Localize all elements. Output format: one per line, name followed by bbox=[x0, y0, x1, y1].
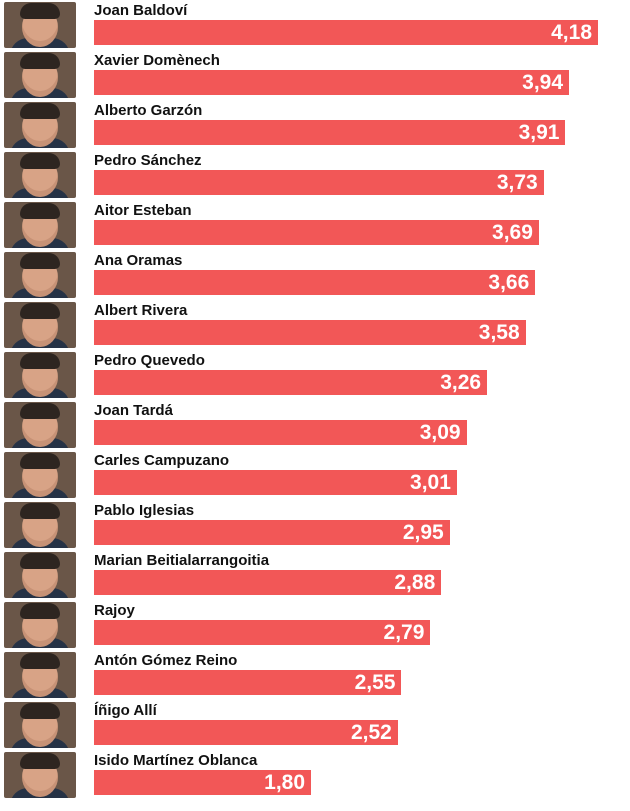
politician-avatar bbox=[4, 752, 76, 798]
value-label: 1,80 bbox=[264, 771, 306, 794]
category-label: Pedro Sánchez bbox=[94, 152, 202, 169]
value-label: 2,79 bbox=[383, 621, 425, 644]
avatar-hair bbox=[20, 453, 60, 469]
category-label: Joan Baldoví bbox=[94, 2, 188, 19]
category-label: Isido Martínez Oblanca bbox=[94, 752, 258, 769]
chart-row: Pablo Iglesias 2,95 bbox=[0, 500, 630, 550]
politician-avatar bbox=[4, 352, 76, 398]
bar: 3,09 bbox=[94, 420, 467, 445]
category-label: Aitor Esteban bbox=[94, 202, 192, 219]
value-label: 3,73 bbox=[496, 171, 538, 194]
politician-avatar bbox=[4, 302, 76, 348]
chart-row: Pedro Quevedo 3,26 bbox=[0, 350, 630, 400]
bar: 3,91 bbox=[94, 120, 566, 145]
chart-row: Antón Gómez Reino 2,55 bbox=[0, 650, 630, 700]
avatar-hair bbox=[20, 253, 60, 269]
category-label: Albert Rivera bbox=[94, 302, 188, 319]
politician-avatar bbox=[4, 652, 76, 698]
value-label: 3,69 bbox=[492, 221, 533, 244]
politician-avatar bbox=[4, 502, 76, 548]
politician-avatar bbox=[4, 152, 76, 198]
avatar-hair bbox=[20, 53, 60, 69]
chart-row: Íñigo Allí 2,52 bbox=[0, 700, 630, 750]
chart-row: Pedro Sánchez 3,73 bbox=[0, 150, 630, 200]
bar: 2,88 bbox=[94, 570, 442, 595]
category-label: Ana Oramas bbox=[94, 252, 183, 269]
category-label: Antón Gómez Reino bbox=[94, 652, 238, 669]
avatar-hair bbox=[20, 603, 60, 619]
category-label: Joan Tardá bbox=[94, 402, 173, 419]
avatar-hair bbox=[20, 353, 60, 369]
category-label: Alberto Garzón bbox=[94, 102, 203, 119]
category-label: Carles Campuzano bbox=[94, 452, 230, 469]
chart-row: Ana Oramas 3,66 bbox=[0, 250, 630, 300]
avatar-hair bbox=[20, 153, 60, 169]
bar: 4,18 bbox=[94, 20, 598, 45]
politician-avatar bbox=[4, 102, 76, 148]
avatar-hair bbox=[20, 653, 60, 669]
avatar-hair bbox=[20, 3, 60, 19]
category-label: Pedro Quevedo bbox=[94, 352, 205, 369]
politician-avatar bbox=[4, 702, 76, 748]
bar: 3,69 bbox=[94, 220, 539, 245]
chart-row: Joan Tardá 3,09 bbox=[0, 400, 630, 450]
category-label: Rajoy bbox=[94, 602, 135, 619]
bar: 3,66 bbox=[94, 270, 536, 295]
value-label: 3,58 bbox=[478, 321, 520, 344]
value-label: 2,52 bbox=[350, 721, 392, 744]
bar: 1,80 bbox=[94, 770, 312, 795]
value-label: 3,91 bbox=[518, 121, 560, 144]
politician-avatar bbox=[4, 52, 76, 98]
value-label: 2,88 bbox=[394, 571, 436, 594]
avatar-hair bbox=[20, 503, 60, 519]
politician-avatar bbox=[4, 402, 76, 448]
value-label: 3,09 bbox=[419, 421, 461, 444]
bar: 3,73 bbox=[94, 170, 544, 195]
bar: 3,01 bbox=[94, 470, 457, 495]
avatar-hair bbox=[20, 753, 60, 769]
value-label: 3,66 bbox=[488, 271, 530, 294]
category-label: Pablo Iglesias bbox=[94, 502, 195, 519]
chart-row: Rajoy 2,79 bbox=[0, 600, 630, 650]
chart-row: Carles Campuzano 3,01 bbox=[0, 450, 630, 500]
bar: 3,94 bbox=[94, 70, 570, 95]
chart-row: Isido Martínez Oblanca 1,80 bbox=[0, 750, 630, 800]
bar: 3,26 bbox=[94, 370, 488, 395]
avatar-hair bbox=[20, 303, 60, 319]
politician-avatar bbox=[4, 452, 76, 498]
bar: 2,52 bbox=[94, 720, 398, 745]
category-label: Marian Beitialarrangoitia bbox=[94, 552, 270, 569]
value-label: 3,26 bbox=[440, 371, 482, 394]
bar: 2,79 bbox=[94, 620, 431, 645]
politician-avatar bbox=[4, 2, 76, 48]
value-label: 3,01 bbox=[410, 471, 451, 494]
chart-row: Albert Rivera 3,58 bbox=[0, 300, 630, 350]
bar: 2,95 bbox=[94, 520, 450, 545]
avatar-hair bbox=[20, 203, 60, 219]
chart-row: Alberto Garzón 3,91 bbox=[0, 100, 630, 150]
bar: 3,58 bbox=[94, 320, 526, 345]
avatar-hair bbox=[20, 103, 60, 119]
value-label: 3,94 bbox=[522, 71, 564, 94]
politician-avatar bbox=[4, 252, 76, 298]
politician-avatar bbox=[4, 602, 76, 648]
avatar-hair bbox=[20, 553, 60, 569]
value-label: 2,95 bbox=[402, 521, 444, 544]
avatar-hair bbox=[20, 403, 60, 419]
value-label: 4,18 bbox=[551, 21, 592, 44]
value-label: 2,55 bbox=[354, 671, 396, 694]
category-label: Íñigo Allí bbox=[94, 702, 157, 719]
politician-avatar bbox=[4, 202, 76, 248]
category-label: Xavier Domènech bbox=[94, 52, 220, 69]
avatar-hair bbox=[20, 703, 60, 719]
bar: 2,55 bbox=[94, 670, 402, 695]
politician-avatar bbox=[4, 552, 76, 598]
chart-row: Marian Beitialarrangoitia 2,88 bbox=[0, 550, 630, 600]
chart-row: Xavier Domènech 3,94 bbox=[0, 50, 630, 100]
chart-row: Joan Baldoví 4,18 bbox=[0, 0, 630, 50]
chart-row: Aitor Esteban 3,69 bbox=[0, 200, 630, 250]
